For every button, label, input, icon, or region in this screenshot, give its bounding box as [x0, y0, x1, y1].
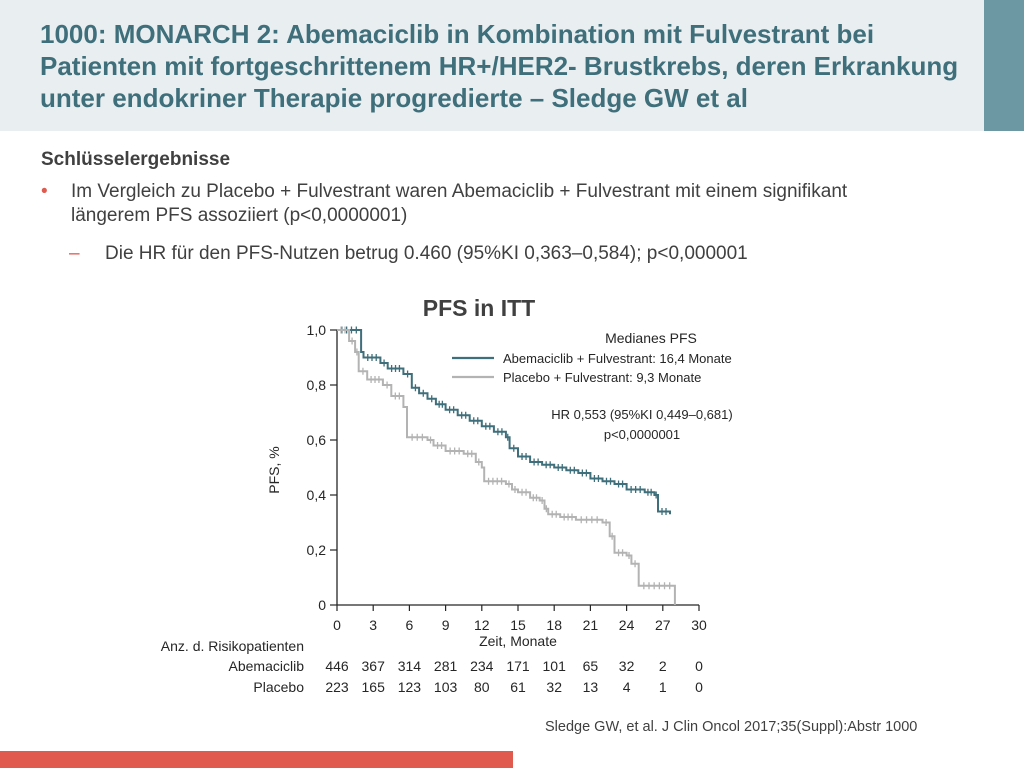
- bullet-text: Im Vergleich zu Placebo + Fulvestrant wa…: [71, 181, 848, 226]
- risk-value: 0: [695, 679, 703, 695]
- y-tick-label: 0: [318, 597, 326, 613]
- x-tick-label: 12: [474, 617, 490, 633]
- risk-value: 281: [434, 658, 458, 674]
- x-tick-label: 21: [583, 617, 599, 633]
- x-tick-label: 24: [619, 617, 635, 633]
- chart-title: PFS in ITT: [423, 295, 535, 321]
- sub-bullet-text: Die HR für den PFS-Nutzen betrug 0.460 (…: [105, 243, 748, 264]
- risk-value: 103: [434, 679, 458, 695]
- citation: Sledge GW, et al. J Clin Oncol 2017;35(S…: [545, 719, 918, 735]
- risk-row-label-placebo: Placebo: [253, 679, 304, 695]
- x-ticks: 0 3 6 9 12 15 18 21 24 27 30: [333, 605, 707, 633]
- hazard-ratio-text: HR 0,553 (95%KI 0,449–0,681): [551, 407, 732, 422]
- series-abemaciclib-line: [337, 329, 671, 515]
- risk-values: 446 367 314 281 234 171 101 65 32 2 0 223 165 123 103 8…: [325, 658, 703, 695]
- sub-bullet-marker: –: [69, 243, 80, 264]
- x-axis-label: Zeit, Monate: [479, 633, 557, 649]
- y-tick-label: 0,8: [307, 377, 327, 393]
- slide-title: 1000: MONARCH 2: Abemaciclib in Kombinat…: [40, 19, 959, 113]
- series-placebo-line: [337, 329, 676, 605]
- y-tick-label: 0,6: [307, 432, 327, 448]
- risk-value: 0: [695, 658, 703, 674]
- footer-accent-bar: [0, 751, 513, 768]
- risk-value: 101: [543, 658, 567, 674]
- risk-value: 32: [619, 658, 635, 674]
- x-tick-label: 27: [655, 617, 671, 633]
- x-tick-label: 0: [333, 617, 341, 633]
- y-ticks: 0 0,2 0,4 0,6 0,8 1,0: [307, 322, 337, 613]
- legend-title: Medianes PFS: [605, 330, 697, 346]
- x-tick-label: 30: [691, 617, 707, 633]
- header-band: [0, 0, 1024, 131]
- risk-value: 171: [506, 658, 530, 674]
- x-tick-label: 9: [442, 617, 450, 633]
- x-tick-label: 6: [406, 617, 414, 633]
- risk-value: 4: [623, 679, 631, 695]
- risk-value: 61: [510, 679, 526, 695]
- risk-value: 1: [659, 679, 667, 695]
- legend-label-placebo: Placebo + Fulvestrant: 9,3 Monate: [503, 370, 701, 385]
- x-tick-label: 3: [369, 617, 377, 633]
- risk-value: 32: [546, 679, 562, 695]
- risk-value: 65: [583, 658, 599, 674]
- bullet-marker: •: [41, 181, 48, 202]
- risk-value: 223: [325, 679, 349, 695]
- risk-table-title: Anz. d. Risikopatienten: [161, 638, 304, 654]
- risk-value: 2: [659, 658, 667, 674]
- risk-value: 80: [474, 679, 490, 695]
- y-axis-label: PFS, %: [266, 446, 282, 493]
- y-tick-label: 0,4: [307, 487, 327, 503]
- section-heading: Schlüsselergebnisse: [41, 149, 231, 170]
- risk-value: 367: [362, 658, 386, 674]
- risk-value: 446: [325, 658, 349, 674]
- series-group: [337, 326, 676, 605]
- risk-row-label-abemaciclib: Abemaciclib: [229, 658, 305, 674]
- risk-value: 13: [583, 679, 599, 695]
- risk-value: 123: [398, 679, 422, 695]
- legend-label-abemaciclib: Abemaciclib + Fulvestrant: 16,4 Monate: [503, 351, 732, 366]
- p-value-text: p<0,0000001: [604, 427, 680, 442]
- header-accent-bar: [984, 0, 1024, 131]
- x-tick-label: 18: [546, 617, 562, 633]
- x-tick-label: 15: [510, 617, 526, 633]
- risk-value: 165: [362, 679, 386, 695]
- y-tick-label: 0,2: [307, 542, 327, 558]
- y-tick-label: 1,0: [307, 322, 327, 338]
- risk-value: 234: [470, 658, 494, 674]
- risk-value: 314: [398, 658, 422, 674]
